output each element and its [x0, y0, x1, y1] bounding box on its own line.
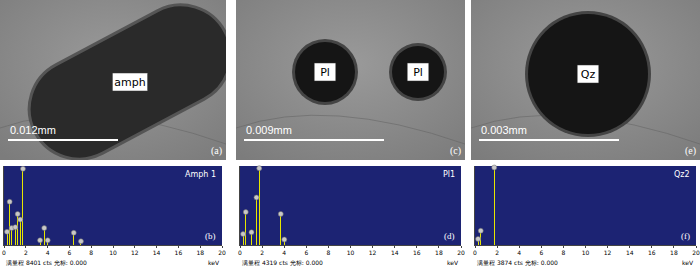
svg-text:(f): (f)	[681, 231, 690, 241]
svg-text:2: 2	[260, 249, 264, 256]
svg-text:14: 14	[626, 249, 634, 256]
svg-text:amph: amph	[114, 76, 145, 89]
svg-text:(d): (d)	[444, 231, 455, 241]
svg-text:Pl1: Pl1	[443, 170, 455, 179]
svg-text:18: 18	[435, 249, 443, 256]
svg-text:16: 16	[648, 249, 656, 256]
svg-text:keV: keV	[447, 259, 459, 266]
svg-text:20: 20	[218, 249, 226, 256]
svg-text:8: 8	[89, 249, 93, 256]
svg-text:keV: keV	[208, 259, 220, 266]
svg-text:Amph 1: Amph 1	[185, 170, 216, 179]
svg-text:满量程 3874 cts 光标: 0.000: 满量程 3874 cts 光标: 0.000	[477, 259, 558, 266]
svg-text:10: 10	[347, 249, 355, 256]
svg-text:18: 18	[670, 249, 678, 256]
svg-text:4: 4	[282, 249, 286, 256]
svg-text:(a): (a)	[211, 145, 222, 157]
svg-text:0.012mm: 0.012mm	[10, 124, 56, 136]
svg-text:4: 4	[517, 249, 521, 256]
svg-text:18: 18	[196, 249, 204, 256]
svg-text:0.009mm: 0.009mm	[246, 124, 292, 136]
svg-text:(b): (b)	[205, 231, 216, 241]
svg-text:14: 14	[153, 249, 161, 256]
svg-text:0: 0	[473, 249, 477, 256]
svg-text:满量程 8401 cts 光标: 0.000: 满量程 8401 cts 光标: 0.000	[6, 259, 87, 266]
svg-text:12: 12	[604, 249, 612, 256]
svg-text:10: 10	[582, 249, 590, 256]
svg-text:Pl: Pl	[413, 66, 423, 79]
svg-text:(c): (c)	[450, 145, 461, 157]
svg-text:2: 2	[495, 249, 499, 256]
svg-text:4: 4	[46, 249, 50, 256]
svg-text:0: 0	[2, 249, 6, 256]
svg-text:6: 6	[67, 249, 71, 256]
svg-text:Pl: Pl	[320, 66, 330, 79]
svg-text:0: 0	[238, 249, 242, 256]
svg-text:20: 20	[457, 249, 465, 256]
svg-text:(e): (e)	[685, 145, 696, 157]
svg-text:6: 6	[539, 249, 543, 256]
svg-text:12: 12	[369, 249, 377, 256]
svg-text:16: 16	[413, 249, 421, 256]
svg-text:8: 8	[326, 249, 330, 256]
svg-text:8: 8	[561, 249, 565, 256]
svg-text:满量程 4319 cts 光标: 0.000: 满量程 4319 cts 光标: 0.000	[242, 259, 323, 266]
svg-text:6: 6	[304, 249, 308, 256]
svg-text:Qz2: Qz2	[674, 170, 690, 179]
svg-text:10: 10	[109, 249, 117, 256]
svg-text:20: 20	[692, 249, 700, 256]
svg-text:Qz: Qz	[581, 68, 596, 81]
svg-text:12: 12	[131, 249, 139, 256]
svg-text:keV: keV	[682, 259, 694, 266]
svg-text:2: 2	[24, 249, 28, 256]
svg-text:16: 16	[175, 249, 183, 256]
svg-text:0.003mm: 0.003mm	[481, 124, 527, 136]
svg-text:14: 14	[391, 249, 399, 256]
